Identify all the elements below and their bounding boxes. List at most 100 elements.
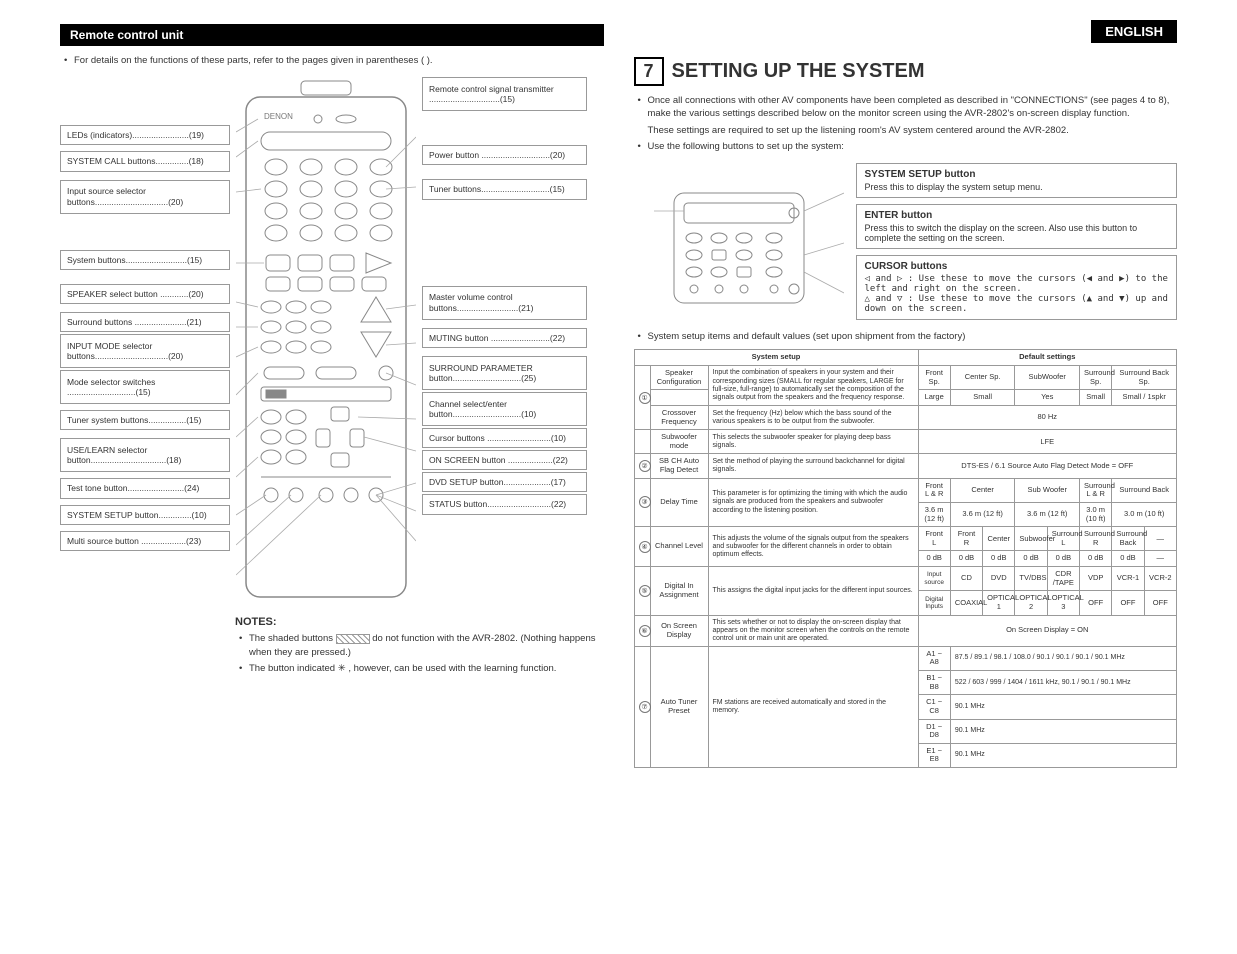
label-power: Power button ...........................… bbox=[422, 145, 587, 165]
r2-desc: Set the method of playing the surround b… bbox=[708, 454, 918, 478]
r1c-desc: This selects the subwoofer speaker for p… bbox=[708, 430, 918, 454]
cell: CD bbox=[950, 567, 982, 591]
label-system-call: SYSTEM CALL buttons..............(18) bbox=[60, 151, 230, 171]
cell: 90.1 MHz bbox=[950, 719, 1176, 743]
cell: Small / 1spkr bbox=[1112, 390, 1177, 406]
label-mode-sel: Mode selector switches .................… bbox=[60, 370, 230, 404]
box2-desc: Press this to switch the display on the … bbox=[865, 223, 1169, 243]
label-input-source: Input source selector buttons...........… bbox=[60, 180, 230, 214]
cell: 90.1 MHz bbox=[950, 695, 1176, 719]
notes-heading: NOTES: bbox=[235, 616, 604, 628]
table-row: ⑤ Digital In Assignment This assigns the… bbox=[634, 567, 1177, 591]
note1a: The shaded buttons bbox=[249, 633, 336, 644]
label-col-right: Remote control signal transmitter ......… bbox=[422, 77, 587, 602]
cell: — bbox=[1144, 551, 1176, 567]
th-setup: System setup bbox=[634, 350, 918, 366]
table-row: Crossover Frequency Set the frequency (H… bbox=[634, 405, 1177, 429]
table-row: ② SB CH Auto Flag Detect Set the method … bbox=[634, 454, 1177, 478]
cell: C1 ~ C8 bbox=[918, 695, 950, 719]
cell: 3.0 m (10 ft) bbox=[1112, 502, 1177, 526]
label-dvd-setup: DVD SETUP button....................(17) bbox=[422, 472, 587, 492]
th-default: Default settings bbox=[918, 350, 1176, 366]
label-sys-setup: SYSTEM SETUP button..............(10) bbox=[60, 505, 230, 525]
r4-name: Channel Level bbox=[650, 527, 708, 567]
section-title: SETTING UP THE SYSTEM bbox=[672, 60, 925, 83]
cell: Large bbox=[918, 390, 950, 406]
cell: Surround Sp. bbox=[1080, 366, 1112, 390]
cell: — bbox=[1144, 527, 1176, 551]
cell: 3.6 m (12 ft) bbox=[918, 502, 950, 526]
box-system-setup: SYSTEM SETUP button Press this to displa… bbox=[856, 163, 1178, 198]
cell: Surround Back bbox=[1112, 478, 1177, 502]
r1c-name: Subwoofer mode bbox=[650, 430, 708, 454]
cell: 0 dB bbox=[1112, 551, 1144, 567]
r5-name: Digital In Assignment bbox=[650, 567, 708, 616]
table-row: ⑥ On Screen Display This sets whether or… bbox=[634, 615, 1177, 646]
cell: 0 dB bbox=[1047, 551, 1079, 567]
r1b-name: Crossover Frequency bbox=[650, 405, 708, 429]
brand-text: DENON bbox=[264, 112, 293, 121]
table-row: ④ Channel Level This adjusts the volume … bbox=[634, 527, 1177, 551]
label-signal: Remote control signal transmitter ......… bbox=[422, 77, 587, 111]
box3-desc1: ◁ and ▷ : Use these to move the cursors … bbox=[865, 274, 1169, 294]
cell: 522 / 603 / 999 / 1404 / 1611 kHz, 90.1 … bbox=[950, 671, 1176, 695]
cell: OFF bbox=[1112, 591, 1144, 615]
cell: A1 ~ A8 bbox=[918, 646, 950, 670]
label-input-mode: INPUT MODE selector buttons.............… bbox=[60, 334, 230, 368]
r1b-desc: Set the frequency (Hz) below which the b… bbox=[708, 405, 918, 429]
box2-title: ENTER button bbox=[865, 210, 1169, 221]
label-surround: Surround buttons ......................(… bbox=[60, 312, 230, 332]
label-speaker: SPEAKER select button ............(20) bbox=[60, 284, 230, 304]
cell: 0 dB bbox=[983, 551, 1015, 567]
label-status: STATUS button...........................… bbox=[422, 494, 587, 514]
remote-svg: DENON bbox=[236, 77, 416, 602]
label-tuner-sys: Tuner system buttons................(15) bbox=[60, 410, 230, 430]
cell: OPTICAL 1 bbox=[983, 591, 1015, 615]
cell: Center Sp. bbox=[950, 366, 1015, 390]
label-surround-param: SURROUND PARAMETER button...............… bbox=[422, 356, 587, 390]
idx-4: ④ bbox=[639, 541, 651, 553]
cell: TV/DBS bbox=[1015, 567, 1047, 591]
label-onscreen: ON SCREEN button ...................(22) bbox=[422, 450, 587, 470]
cell: D1 ~ D8 bbox=[918, 719, 950, 743]
label-muting: MUTING button .........................(… bbox=[422, 328, 587, 348]
cell: Front R bbox=[950, 527, 982, 551]
remote-diagram: LEDs (indicators).......................… bbox=[60, 77, 604, 602]
r6-val: On Screen Display = ON bbox=[918, 615, 1176, 646]
language-badge: ENGLISH bbox=[1091, 20, 1177, 43]
cell: Front L & R bbox=[918, 478, 950, 502]
note-1: The shaded buttons do not function with … bbox=[249, 632, 604, 659]
cell: 3.6 m (12 ft) bbox=[1015, 502, 1080, 526]
note2a: The button indicated bbox=[249, 663, 338, 674]
r5-desc: This assigns the digital input jacks for… bbox=[708, 567, 918, 616]
box3-title: CURSOR buttons bbox=[865, 261, 1169, 272]
r1b-val: 80 Hz bbox=[918, 405, 1176, 429]
cell: Surround Back bbox=[1112, 527, 1144, 551]
table-row: ① Speaker Configuration Input the combin… bbox=[634, 366, 1177, 390]
box-cursor: CURSOR buttons ◁ and ▷ : Use these to mo… bbox=[856, 255, 1178, 320]
idx-5: ⑤ bbox=[639, 585, 651, 597]
hatch-icon bbox=[336, 634, 370, 644]
table-row: ⑦ Auto Tuner Preset FM stations are rece… bbox=[634, 646, 1177, 670]
r3-name: Delay Time bbox=[650, 478, 708, 527]
cell: Small bbox=[950, 390, 1015, 406]
cell: E1 ~ E8 bbox=[918, 743, 950, 767]
setup-boxes: SYSTEM SETUP button Press this to displa… bbox=[856, 163, 1178, 320]
cell: Digital Inputs bbox=[918, 591, 950, 615]
r2-val: DTS-ES / 6.1 Source Auto Flag Detect Mod… bbox=[918, 454, 1176, 478]
label-volume: Master volume control buttons...........… bbox=[422, 286, 587, 320]
cell: B1 ~ B8 bbox=[918, 671, 950, 695]
cell: SubWoofer bbox=[1015, 366, 1080, 390]
cell: OFF bbox=[1080, 591, 1112, 615]
idx-2: ② bbox=[639, 460, 651, 472]
label-test-tone: Test tone button........................… bbox=[60, 478, 230, 498]
cell: 3.6 m (12 ft) bbox=[950, 502, 1015, 526]
r4-desc: This adjusts the volume of the signals o… bbox=[708, 527, 918, 567]
r1-name: Speaker Configuration bbox=[650, 366, 708, 390]
label-use-learn: USE/LEARN selector button...............… bbox=[60, 438, 230, 472]
intro-2: These settings are required to set up th… bbox=[648, 124, 1178, 137]
box1-desc: Press this to display the system setup m… bbox=[865, 182, 1169, 192]
cell: Input source bbox=[918, 567, 950, 591]
cell: 0 dB bbox=[1080, 551, 1112, 567]
notes-block: NOTES: The shaded buttons do not functio… bbox=[235, 616, 604, 675]
